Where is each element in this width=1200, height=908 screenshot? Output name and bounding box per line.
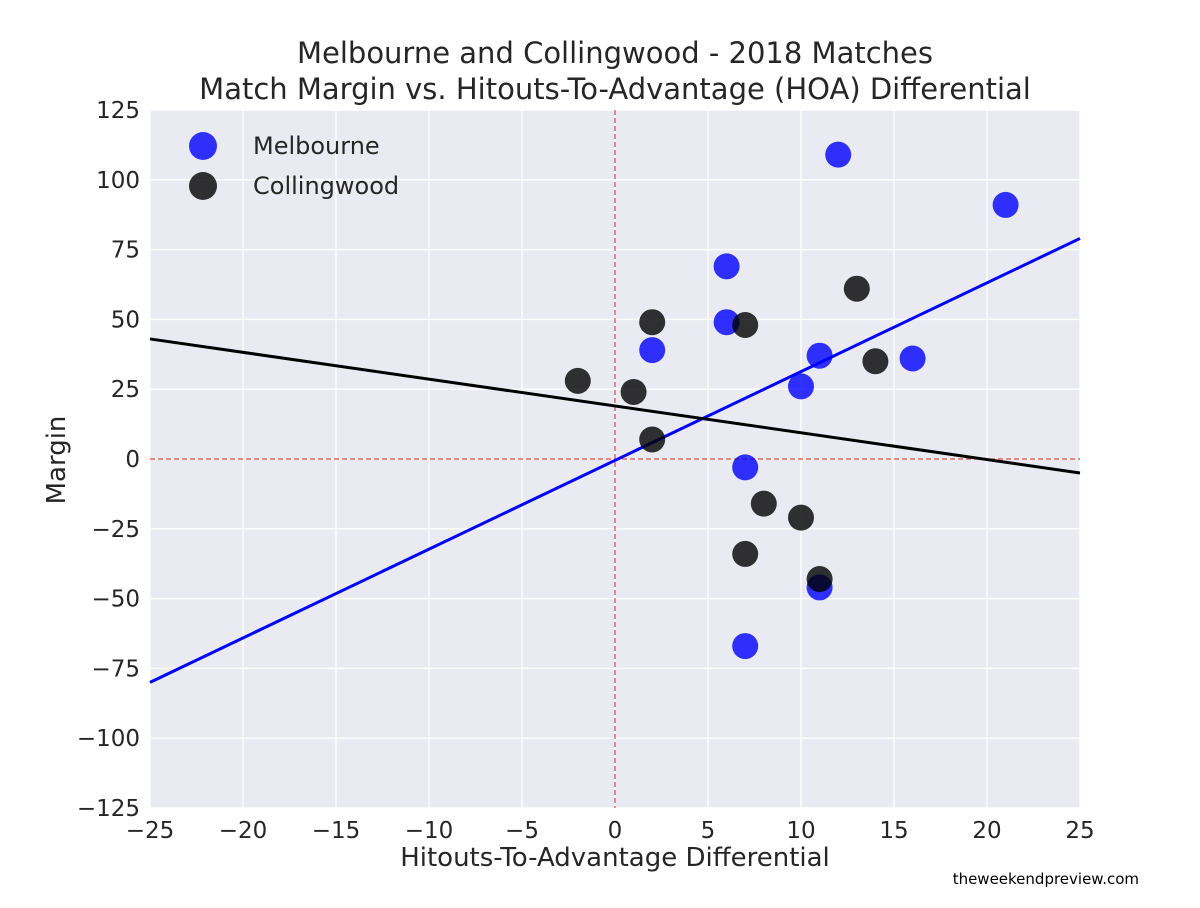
x-tick-label: 10 — [786, 818, 815, 844]
trend-line-melbourne — [149, 237, 1081, 684]
x-axis-label: Hitouts-To-Advantage Differential — [400, 843, 830, 873]
y-tick-labels: −125 −100 −75 −50 −25 0 25 50 75 100 125 — [77, 98, 140, 822]
point-collingwood — [806, 566, 833, 593]
watermark: theweekendpreview.com — [952, 870, 1139, 888]
legend-label-melbourne: Melbourne — [253, 132, 380, 160]
point-collingwood — [862, 348, 889, 375]
x-tick-label: −15 — [312, 818, 361, 844]
y-tick-label: −50 — [91, 587, 140, 613]
x-tick-label: −5 — [505, 818, 539, 844]
x-tick-label: 25 — [1065, 818, 1094, 844]
x-tick-label: −10 — [405, 818, 454, 844]
point-melbourne — [788, 373, 814, 400]
point-melbourne — [732, 454, 759, 481]
point-melbourne — [732, 633, 759, 660]
y-tick-label: 125 — [96, 98, 140, 124]
point-collingwood — [750, 490, 777, 517]
legend-item-melbourne: Melbourne — [176, 126, 399, 166]
y-tick-label: −25 — [91, 517, 140, 543]
y-tick-label: −75 — [91, 656, 140, 682]
point-collingwood — [843, 275, 870, 302]
legend-marker-collingwood — [189, 172, 217, 200]
y-tick-label: 100 — [96, 168, 140, 194]
y-tick-label: 25 — [111, 377, 140, 403]
point-melbourne — [713, 253, 740, 280]
trend-line-collingwood — [149, 337, 1081, 475]
point-melbourne — [806, 342, 833, 369]
point-collingwood — [732, 311, 759, 338]
x-tick-label: 20 — [972, 818, 1001, 844]
y-tick-label: 50 — [111, 307, 140, 333]
x-tick-label: −25 — [126, 818, 175, 844]
legend-marker-melbourne — [189, 132, 217, 160]
y-axis-label: Margin — [42, 415, 72, 505]
point-collingwood — [639, 426, 666, 453]
point-collingwood — [732, 540, 759, 567]
trend-lines — [149, 237, 1081, 684]
y-tick-label: 75 — [111, 238, 140, 264]
y-tick-label: −125 — [77, 796, 140, 822]
legend-item-collingwood: Collingwood — [176, 166, 399, 206]
y-tick-label: −100 — [77, 726, 140, 752]
point-collingwood — [564, 367, 591, 394]
x-tick-labels: −25 −20 −15 −10 −5 0 5 10 15 20 25 — [126, 818, 1095, 844]
legend: Melbourne Collingwood — [176, 126, 399, 206]
point-melbourne — [825, 141, 852, 168]
data-points — [564, 141, 1019, 660]
y-tick-label: 0 — [125, 447, 140, 473]
chart-title: Melbourne and Collingwood - 2018 Matches — [296, 36, 933, 70]
point-melbourne — [992, 191, 1019, 218]
x-tick-label: 5 — [701, 818, 716, 844]
chart-subtitle: Match Margin vs. Hitouts-To-Advantage (H… — [199, 72, 1031, 106]
point-melbourne — [899, 345, 926, 372]
x-tick-label: 0 — [608, 818, 623, 844]
legend-label-collingwood: Collingwood — [253, 172, 400, 200]
point-collingwood — [639, 309, 666, 336]
point-collingwood — [788, 504, 814, 531]
point-melbourne — [639, 337, 666, 364]
point-collingwood — [620, 378, 647, 405]
x-tick-label: 15 — [879, 818, 908, 844]
x-tick-label: −20 — [219, 818, 268, 844]
